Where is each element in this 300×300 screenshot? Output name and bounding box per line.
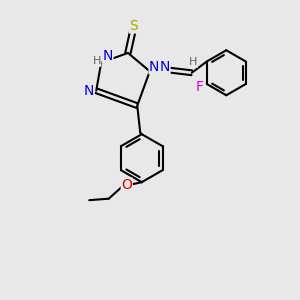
Text: H: H	[92, 56, 101, 66]
Text: N: N	[160, 60, 170, 74]
Text: N: N	[103, 49, 113, 63]
Text: H: H	[189, 57, 197, 67]
Text: F: F	[195, 80, 203, 94]
Text: O: O	[121, 178, 132, 192]
Text: S: S	[130, 19, 138, 33]
Text: N: N	[83, 84, 94, 98]
Text: N: N	[149, 60, 160, 74]
